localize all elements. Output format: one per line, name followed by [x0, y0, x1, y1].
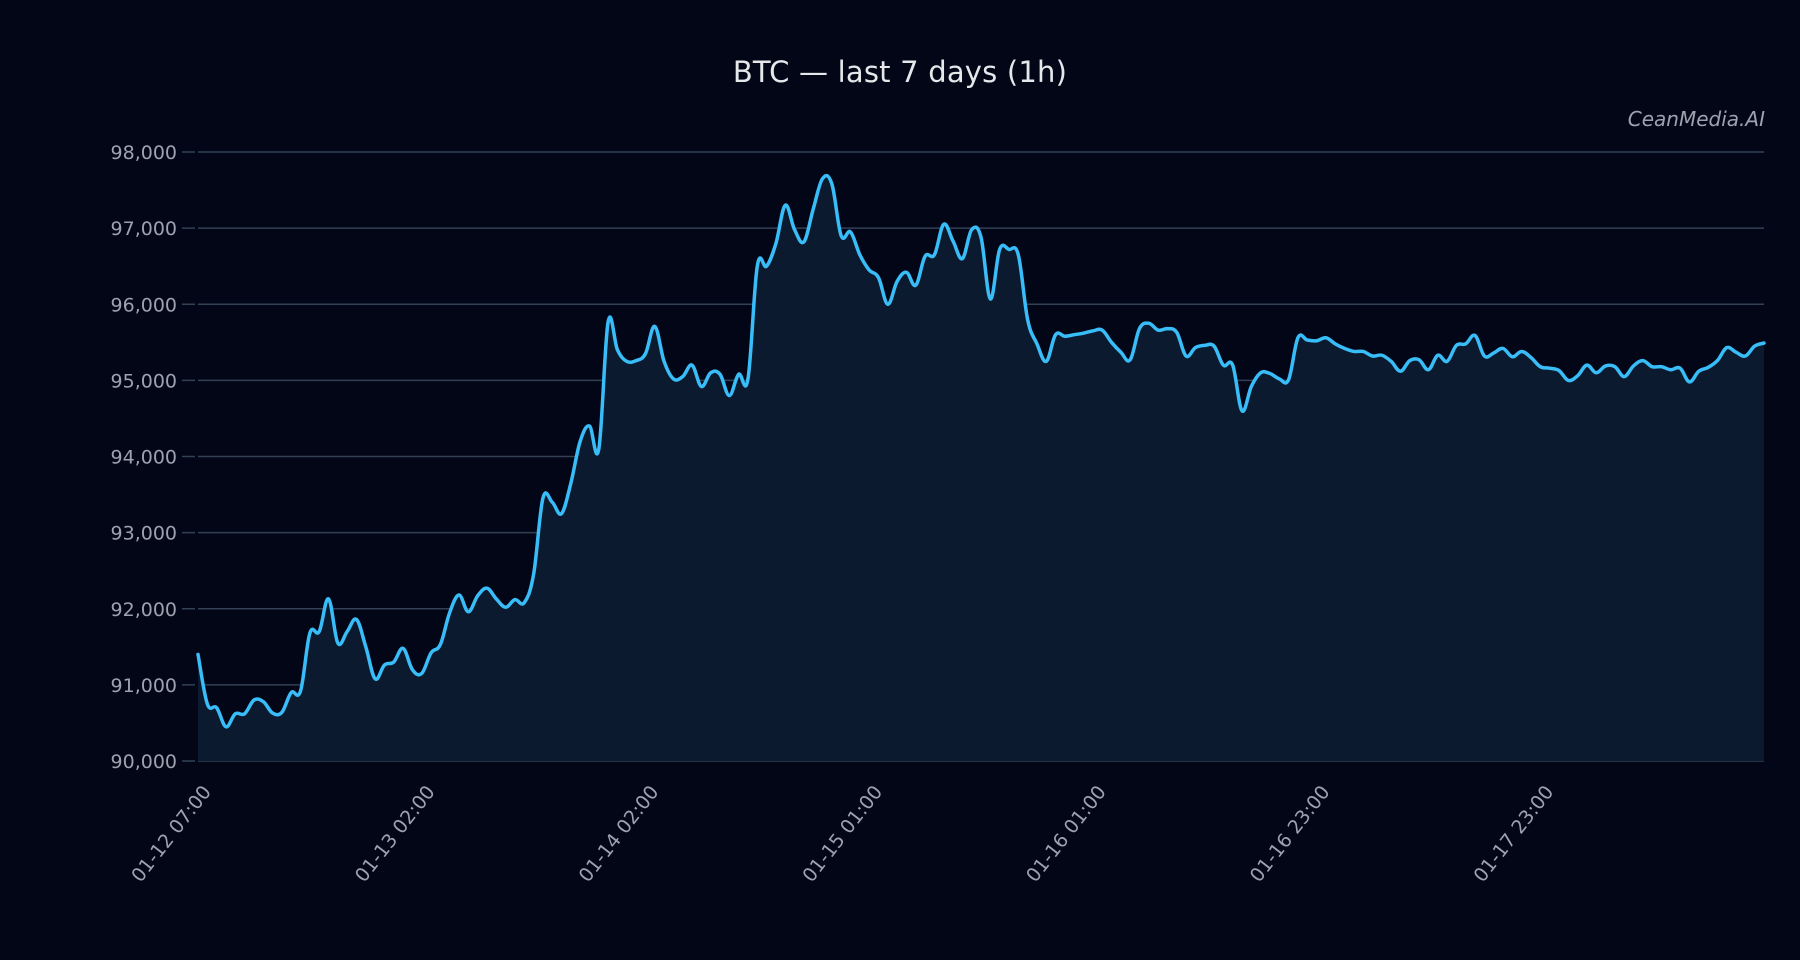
- y-tick-label: 91,000: [111, 675, 177, 697]
- x-tick-label: 01-16 23:00: [1246, 782, 1335, 887]
- x-tick-label: 01-12 07:00: [127, 782, 216, 887]
- x-tick-label: 01-14 02:00: [575, 782, 664, 887]
- y-tick-label: 95,000: [111, 370, 177, 392]
- y-tick-label: 97,000: [111, 218, 177, 240]
- price-area-fill: [198, 175, 1764, 762]
- x-tick-label: 01-13 02:00: [351, 782, 440, 887]
- y-tick-label: 94,000: [111, 447, 177, 469]
- y-tick-label: 96,000: [111, 294, 177, 316]
- chart-title: BTC — last 7 days (1h): [732, 55, 1068, 89]
- x-axis: 01-12 07:00 01-13 02:00 01-14 02:00 01-15 0…: [127, 782, 1558, 887]
- x-tick-label: 01-16 01:00: [1022, 782, 1111, 887]
- y-tick-label: 92,000: [111, 599, 177, 621]
- x-tick-label: 01-17 23:00: [1469, 782, 1558, 887]
- y-tick-label: 93,000: [111, 523, 177, 545]
- watermark: CeanMedia.AI: [1627, 107, 1765, 131]
- y-axis: 90,000 91,000 92,000 93,000 94,000 95,000 96,0…: [111, 142, 195, 773]
- price-line: [196, 173, 1766, 729]
- x-tick-label: 01-15 01:00: [798, 782, 887, 887]
- y-tick-label: 90,000: [111, 751, 177, 773]
- y-tick-label: 98,000: [111, 142, 177, 164]
